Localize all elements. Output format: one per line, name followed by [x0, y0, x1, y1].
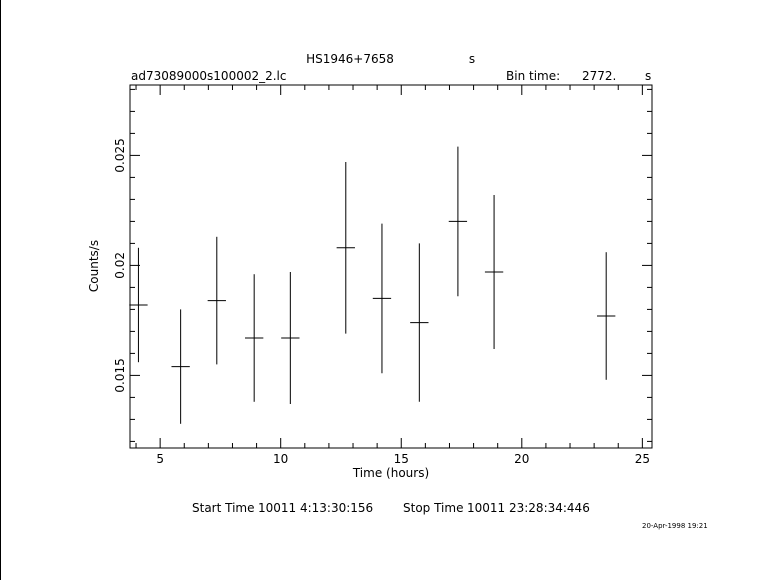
x-tick-labels: 5 10 15 20 25: [156, 452, 650, 466]
data-points: [129, 146, 616, 424]
x-axis-label: Time (hours): [352, 466, 429, 480]
stop-time-label: Stop Time: [403, 501, 463, 515]
y-tick-label: 0.015: [113, 358, 127, 392]
plot-frame: [129, 84, 653, 449]
object-unit: s: [469, 52, 475, 66]
y-tick-label: 0.025: [113, 138, 127, 172]
window-left-border: [0, 0, 1, 580]
x-tick-label: 10: [273, 452, 288, 466]
start-time-label: Start Time: [192, 501, 255, 515]
start-time-value: 10011 4:13:30:156: [258, 501, 373, 515]
timestamp: 20-Apr-1998 19:21: [642, 522, 708, 530]
y-tick-labels: 0.015 0.02 0.025: [113, 138, 127, 392]
file-name: ad73089000s100002_2.lc: [131, 69, 287, 83]
y-tick-label: 0.02: [113, 252, 127, 279]
x-tick-label: 20: [514, 452, 529, 466]
bin-time-value: 2772.: [582, 69, 616, 83]
object-name: HS1946+7658: [306, 52, 394, 66]
x-tick-label: 5: [156, 452, 164, 466]
x-tick-label: 15: [394, 452, 409, 466]
y-axis-label: Counts/s: [87, 240, 101, 292]
stop-time-value: 10011 23:28:34:446: [467, 501, 590, 515]
bin-time-label: Bin time:: [506, 69, 560, 83]
bin-time-unit: s: [645, 69, 651, 83]
axis-ticks: [130, 85, 652, 448]
x-tick-label: 25: [635, 452, 650, 466]
